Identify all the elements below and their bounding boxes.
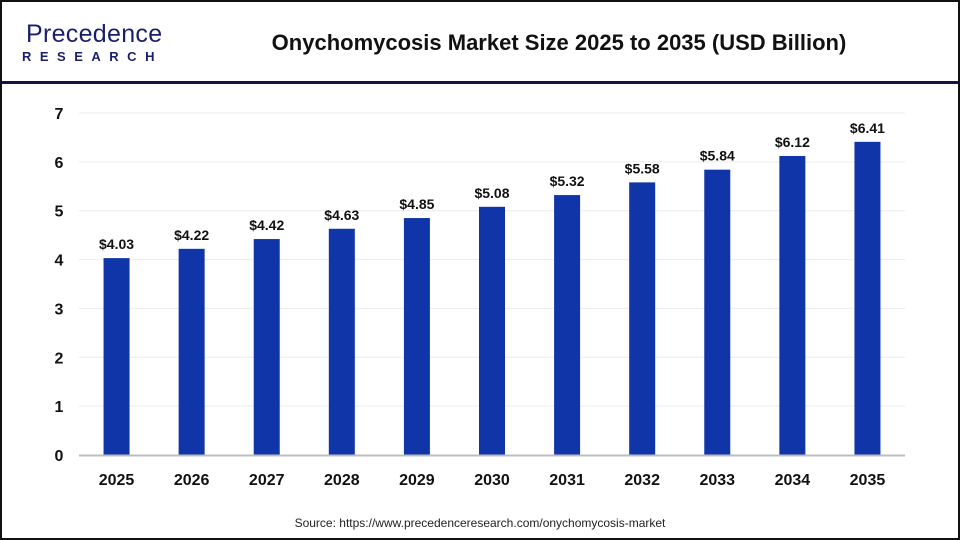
header-divider [2,81,958,84]
data-label: $5.84 [700,148,735,164]
x-tick-label: 2025 [99,472,135,489]
data-label: $5.58 [625,160,660,176]
data-label: $4.22 [174,227,209,243]
x-tick-label: 2026 [174,472,210,489]
source-note: Source: https://www.precedenceresearch.c… [294,516,666,530]
x-tick-label: 2028 [324,472,360,489]
x-tick-label: 2034 [775,472,811,489]
y-tick-label: 2 [55,350,64,367]
bar [554,195,581,455]
data-label: $5.32 [550,173,585,189]
bar [178,248,205,455]
data-label: $4.63 [324,207,359,223]
bar [103,258,130,455]
y-tick-label: 1 [55,399,64,416]
y-tick-label: 3 [55,301,64,318]
x-tick-label: 2027 [249,472,285,489]
bar [403,218,430,455]
x-tick-label: 2030 [474,472,510,489]
y-tick-label: 0 [55,448,64,465]
bar [704,169,731,455]
data-label: $5.08 [474,185,509,201]
bar [328,228,355,455]
bar [253,239,280,455]
data-label: $6.12 [775,134,810,150]
precedence-research-logo: Precedence RESEARCH [18,20,168,67]
x-tick-label: 2033 [699,472,735,489]
y-tick-label: 5 [55,204,64,221]
bar [779,155,806,455]
chart-title: Onychomycosis Market Size 2025 to 2035 (… [271,30,847,55]
data-label: $6.41 [850,120,885,136]
data-label: $4.42 [249,217,284,233]
x-tick-label: 2035 [850,472,886,489]
x-tick-label: 2029 [399,472,435,489]
bar [854,141,881,455]
x-tick-label: 2031 [549,472,585,489]
bar [629,182,656,455]
bar [479,206,505,455]
logo-wordmark: Precedence [26,20,163,48]
y-tick-label: 7 [55,106,64,123]
data-label: $4.03 [99,236,134,252]
x-tick-label: 2032 [624,472,660,489]
y-tick-label: 4 [55,253,64,270]
data-label: $4.85 [399,196,434,212]
logo-subtitle: RESEARCH [22,49,163,64]
y-tick-label: 6 [55,155,64,172]
